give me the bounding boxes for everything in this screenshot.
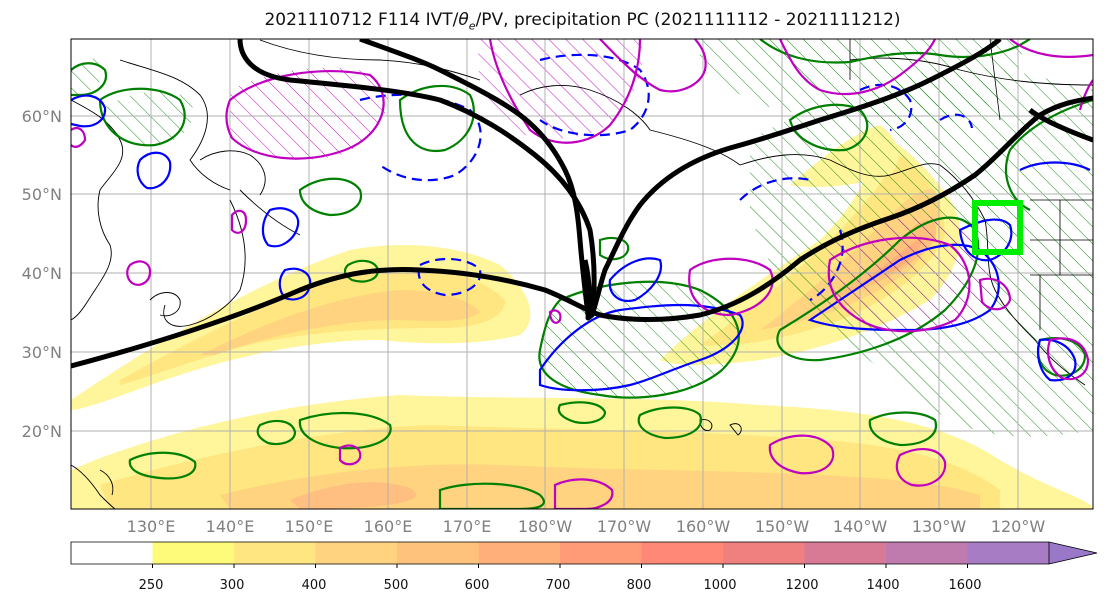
lon-label-120w: 120°W [991,517,1046,536]
lon-label-130w: 130°W [912,517,967,536]
lat-label-20: 20°N [22,422,62,441]
colorbar-segment [723,542,805,564]
theta-contours-blue [71,94,1091,392]
colorbar-segment [234,542,316,564]
colorbar-segment [478,542,561,564]
colorbar-tick-1600: 1600 [948,578,981,593]
colorbar-tick-250: 250 [139,578,164,593]
colorbar-tick-1200: 1200 [785,578,818,593]
lon-label-150e: 150°E [285,517,334,536]
colorbar-tick-500: 500 [384,578,409,593]
lat-label-60: 60°N [22,107,62,126]
coastlines [71,39,1093,509]
pv-contours [71,39,1093,509]
colorbar-tick-700: 700 [546,578,571,593]
lon-label-140w: 140°W [833,517,888,536]
target-region-box [972,200,1023,255]
colorbar-tick-800: 800 [627,578,652,593]
colorbar-segment [967,542,1050,564]
colorbar-tick-1000: 1000 [703,578,736,593]
lon-label-150w: 150°W [755,517,810,536]
latitude-labels: 60°N 50°N 40°N 30°N 20°N [22,107,62,441]
map-plot-area [71,39,1093,509]
lon-label-130e: 130°E [127,517,176,536]
colorbar-tick-600: 600 [465,578,490,593]
colorbar-tick-300: 300 [220,578,245,593]
colorbar-extension-arrow [1048,541,1098,565]
colorbar-segment [397,542,479,564]
ivt-contour-250 [71,39,1093,369]
longitude-labels: 130°E 140°E 150°E 160°E 170°E 180°W 170°… [127,517,1046,536]
colorbar-tick-labels: 250 300 400 500 600 700 800 1000 1200 14… [139,578,982,593]
colorbar-segment [315,542,398,564]
colorbar [70,541,1098,568]
lon-label-180w: 180°W [518,517,573,536]
lon-label-170e: 170°E [443,517,492,536]
borders [849,39,1093,330]
lat-label-40: 40°N [22,264,62,283]
lon-label-140e: 140°E [206,517,255,536]
colorbar-segment [641,542,724,564]
lat-label-50: 50°N [22,185,62,204]
colorbar-tick-400: 400 [302,578,327,593]
colorbar-segment [804,542,887,564]
colorbar-tick-1400: 1400 [866,578,899,593]
lon-label-160w: 160°W [676,517,731,536]
figure-title: 2021110712 F114 IVT/θe/PV, precipitation… [264,10,901,33]
colorbar-segment [560,542,642,564]
lon-label-160e: 160°E [364,517,413,536]
colorbar-segment [71,542,153,564]
map-frame [70,38,1094,510]
colorbar-segment [152,542,235,564]
lon-label-170w: 170°W [597,517,652,536]
lat-label-30: 30°N [22,343,62,362]
colorbar-segment [886,542,968,564]
